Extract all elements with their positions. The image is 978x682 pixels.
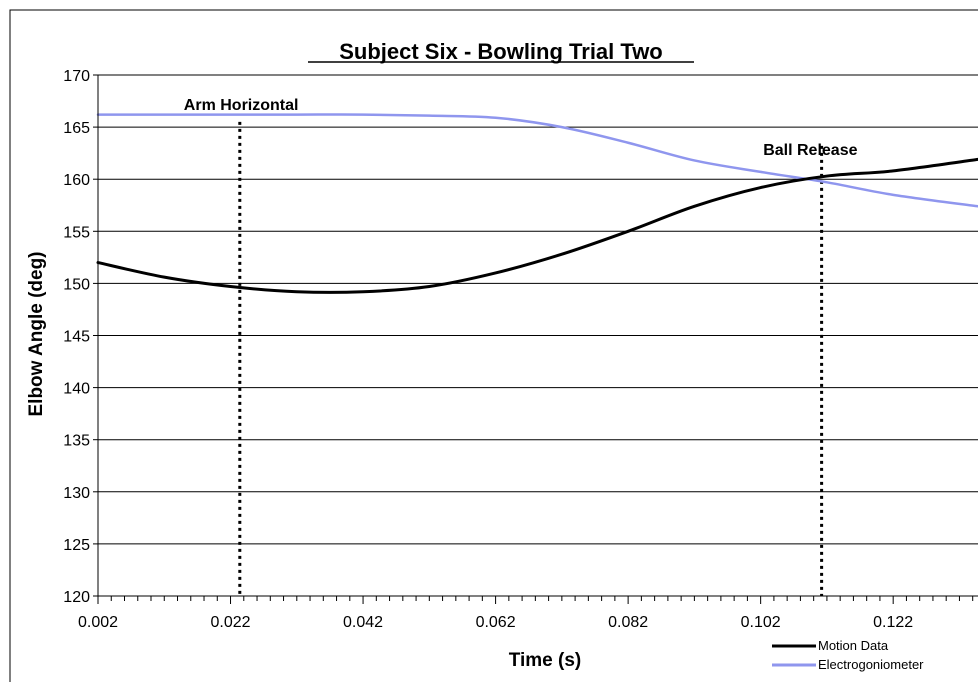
y-tick-label-130: 130 bbox=[63, 485, 90, 502]
axes bbox=[93, 74, 978, 604]
x-tick-label-0.042: 0.042 bbox=[343, 614, 383, 631]
annotation-label-arm-horizontal: Arm Horizontal bbox=[184, 97, 299, 114]
x-tick-label-0.102: 0.102 bbox=[741, 614, 781, 631]
y-tick-label-125: 125 bbox=[63, 537, 90, 554]
chart-border bbox=[9, 9, 978, 682]
y-tick-label-135: 135 bbox=[63, 433, 90, 450]
y-tick-label-165: 165 bbox=[63, 120, 90, 137]
x-axis-title: Time (s) bbox=[509, 650, 582, 671]
legend-label-motion-data: Motion Data bbox=[818, 638, 889, 653]
legend: Motion Data Electrogoniometer bbox=[772, 638, 924, 672]
chart-title: Subject Six - Bowling Trial Two bbox=[339, 39, 663, 64]
series-line-motion-data bbox=[96, 157, 978, 294]
y-tick-label-140: 140 bbox=[63, 381, 90, 398]
y-tick-labels: 120 125 130 135 140 145 150 155 160 165 170 bbox=[63, 68, 90, 606]
series-line-electrogoniometer bbox=[96, 113, 978, 208]
y-axis-title: Elbow Angle (deg) bbox=[26, 251, 47, 416]
y-tick-label-145: 145 bbox=[63, 329, 90, 346]
y-tick-label-155: 155 bbox=[63, 224, 90, 241]
y-tick-label-170: 170 bbox=[63, 68, 90, 85]
x-tick-label-0.082: 0.082 bbox=[608, 614, 648, 631]
x-tick-label-0.062: 0.062 bbox=[476, 614, 516, 631]
annotation-lines bbox=[238, 121, 824, 596]
x-tick-labels: 0.002 0.022 0.042 0.062 0.082 0.102 0.122 bbox=[78, 614, 913, 631]
annotation-label-ball-release: Ball Release bbox=[763, 142, 857, 159]
series-lines bbox=[96, 113, 978, 294]
y-tick-label-120: 120 bbox=[63, 589, 90, 606]
y-tick-label-160: 160 bbox=[63, 172, 90, 189]
x-tick-label-0.022: 0.022 bbox=[211, 614, 251, 631]
y-tick-label-150: 150 bbox=[63, 276, 90, 293]
grid-lines bbox=[98, 74, 978, 545]
x-tick-label-0.122: 0.122 bbox=[873, 614, 913, 631]
x-tick-label-0.002: 0.002 bbox=[78, 614, 118, 631]
legend-label-electrogoniometer: Electrogoniometer bbox=[818, 657, 924, 672]
annotation-labels: Arm Horizontal Ball Release bbox=[184, 97, 858, 159]
